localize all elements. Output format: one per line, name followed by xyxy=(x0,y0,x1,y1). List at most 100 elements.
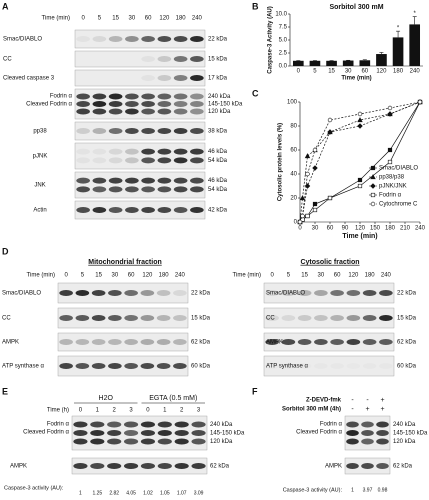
kda-label: 62 kDa xyxy=(191,340,211,346)
group-label: EGTA (0.5 mM) xyxy=(149,395,197,402)
marker xyxy=(370,165,376,171)
band xyxy=(140,363,155,369)
y-tick-label: 100 xyxy=(287,100,298,106)
band xyxy=(108,207,123,213)
marker xyxy=(305,213,310,219)
time-tick: 60 xyxy=(128,273,135,279)
row-label: Cleaved Fodrin α xyxy=(26,102,72,108)
sign: - xyxy=(351,397,354,404)
band xyxy=(76,93,90,100)
row-label: Fodrin α xyxy=(50,94,73,100)
band xyxy=(75,315,90,321)
time-tick: 15 xyxy=(301,273,308,279)
band xyxy=(92,186,107,193)
band xyxy=(346,339,361,345)
time-tick: 30 xyxy=(112,273,119,279)
band xyxy=(91,315,106,321)
blot xyxy=(263,307,395,329)
band xyxy=(379,363,393,369)
marker xyxy=(312,165,318,171)
band xyxy=(173,177,188,184)
band xyxy=(125,36,139,42)
time-label: Time (min) xyxy=(27,273,55,279)
band xyxy=(73,463,88,469)
time-tick: 15 xyxy=(95,273,102,279)
kda-label: 240 kDa xyxy=(393,422,416,428)
band xyxy=(124,339,138,345)
band xyxy=(108,315,122,321)
band xyxy=(157,157,172,164)
band xyxy=(174,438,189,445)
activity-value: 3.97 xyxy=(363,487,373,493)
band xyxy=(75,363,90,369)
band xyxy=(157,56,172,62)
x-tick-label: 5 xyxy=(313,69,317,75)
band xyxy=(76,148,90,155)
time-tick: 2 xyxy=(113,408,117,414)
activity-value: 2.82 xyxy=(109,490,119,496)
band xyxy=(191,421,206,428)
x-tick-label: 150 xyxy=(370,226,381,232)
band xyxy=(376,430,389,436)
band xyxy=(346,421,359,428)
chart-title: Sorbitol 300 mM xyxy=(329,4,383,11)
kda-label: 46 kDa xyxy=(208,149,228,155)
band xyxy=(141,177,155,184)
annotation: * xyxy=(414,11,417,17)
band xyxy=(140,315,155,321)
marker xyxy=(370,201,376,207)
sign: + xyxy=(380,397,384,404)
x-tick-label: 15 xyxy=(328,69,335,75)
time-tick: 2 xyxy=(180,408,184,414)
marker xyxy=(387,147,393,153)
x-tick-label: 30 xyxy=(312,226,319,232)
band xyxy=(107,421,122,428)
y-tick-label: 0.0 xyxy=(279,64,288,70)
row-label: JNK xyxy=(34,183,45,189)
band xyxy=(173,290,187,296)
kda-label: 22 kDa xyxy=(208,37,228,43)
row-label: pp38 xyxy=(33,129,47,135)
time-tick: 180 xyxy=(176,16,187,22)
activity-value: 1.25 xyxy=(92,490,102,496)
time-label: Time (h) xyxy=(47,408,69,414)
x-tick-label: 180 xyxy=(393,69,404,75)
band xyxy=(361,463,374,469)
activity-value: 1.07 xyxy=(177,490,187,496)
band xyxy=(191,430,206,436)
x-tick-label: 0 xyxy=(298,226,302,232)
band xyxy=(173,56,188,62)
band xyxy=(363,363,377,369)
band xyxy=(108,157,123,164)
band xyxy=(173,36,188,42)
marker xyxy=(417,99,423,105)
time-tick: 240 xyxy=(175,273,186,279)
band xyxy=(75,290,90,296)
kda-label: 62 kDa xyxy=(393,464,413,470)
blot xyxy=(74,171,206,199)
time-tick: 3 xyxy=(129,408,133,414)
marker xyxy=(327,117,333,123)
sign: - xyxy=(366,397,369,404)
band xyxy=(346,438,359,445)
band xyxy=(125,128,139,134)
band xyxy=(190,36,204,42)
band xyxy=(91,290,106,296)
band xyxy=(140,339,155,345)
band xyxy=(379,315,393,321)
band xyxy=(90,463,105,469)
marker xyxy=(357,177,363,183)
band xyxy=(92,177,107,184)
band xyxy=(190,177,204,184)
kda-label: 46 kDa xyxy=(208,178,228,184)
band xyxy=(108,177,123,184)
band xyxy=(73,438,88,445)
legend-label: Fodrin α xyxy=(379,193,402,199)
band xyxy=(76,36,90,42)
band xyxy=(362,290,377,296)
activity-value: 0.98 xyxy=(378,487,388,493)
blot xyxy=(74,121,206,141)
band xyxy=(108,128,123,134)
band xyxy=(157,186,172,193)
